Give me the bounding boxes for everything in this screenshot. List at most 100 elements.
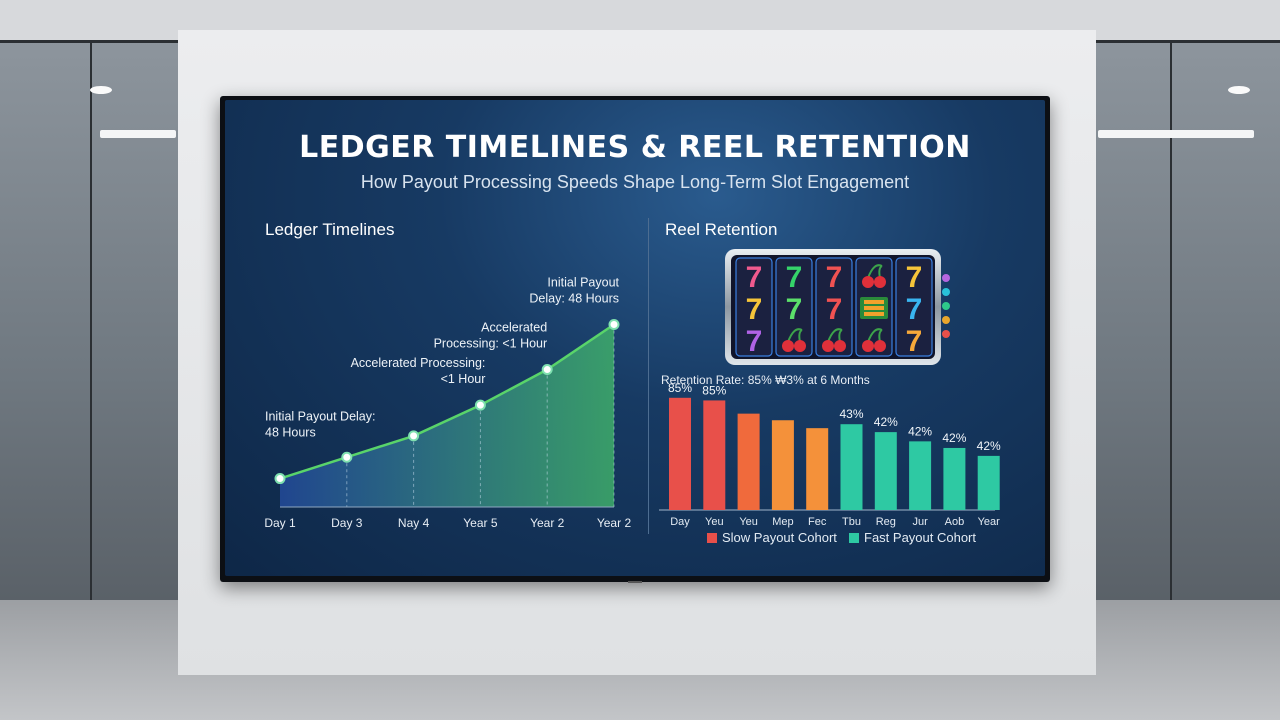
x-tick-label: Tbu <box>842 516 861 528</box>
reel <box>735 257 773 357</box>
x-tick-label: Yeu <box>739 516 758 528</box>
bar <box>669 397 691 510</box>
bar <box>840 424 863 510</box>
bar-value-label: 42% <box>942 431 966 445</box>
reel <box>815 257 853 357</box>
legend-swatch-fast <box>849 533 859 543</box>
cherry-icon <box>874 276 886 288</box>
tv-power-led <box>628 581 642 583</box>
legend-slow: Slow Payout Cohort <box>707 530 837 545</box>
legend-label-fast: Fast Payout Cohort <box>864 530 976 545</box>
slide-title: LEDGER TIMELINES & REEL RETENTION <box>299 130 971 165</box>
bar <box>703 400 726 510</box>
legend-label-slow: Slow Payout Cohort <box>722 530 837 545</box>
window-mullion <box>1170 40 1172 600</box>
x-tick-label: Yeu <box>705 516 724 528</box>
x-tick-label: Year 2 <box>530 516 565 530</box>
bar-value-label: 43% <box>839 407 863 421</box>
seven-icon: 7 <box>906 293 923 326</box>
seven-icon: 7 <box>826 261 843 294</box>
ceiling-light <box>100 130 176 138</box>
data-point <box>608 319 620 331</box>
slide-subtitle: How Payout Processing Speeds Shape Long-… <box>360 172 910 192</box>
area-fill <box>280 324 614 507</box>
seven-icon: 7 <box>746 293 763 326</box>
annotation-label: Accelerated <box>481 321 547 335</box>
seven-icon: 7 <box>746 325 763 358</box>
left-panel-title: Ledger Timelines <box>265 220 395 239</box>
data-point <box>274 473 286 485</box>
bar <box>977 455 1000 510</box>
bar-value-label: 42% <box>874 415 898 429</box>
x-tick-label: Aob <box>945 516 965 528</box>
legend-swatch-slow <box>707 533 717 543</box>
annotation-label: Initial Payout Delay: <box>265 410 375 424</box>
x-tick-label: Jur <box>912 516 928 528</box>
x-tick-label: Reg <box>876 516 896 528</box>
bar <box>806 428 829 510</box>
ceiling-spotlight <box>1228 86 1250 94</box>
x-tick-label: Day 3 <box>331 516 363 530</box>
data-point <box>341 451 353 463</box>
annotation-label: 48 Hours <box>265 426 316 440</box>
x-tick-label: Year 5 <box>463 516 498 530</box>
bar <box>771 420 794 510</box>
panel-divider <box>648 218 649 534</box>
window-frame <box>1096 40 1280 43</box>
seven-icon: 7 <box>786 261 803 294</box>
annotation-label: Processing: <1 Hour <box>434 337 548 351</box>
ceiling-light <box>1098 130 1254 138</box>
bar-chart-title: Retention Rate: 85% ₩3% at 6 Months <box>661 373 870 387</box>
annotation-label: <1 Hour <box>441 372 486 386</box>
seven-icon: 7 <box>826 293 843 326</box>
bar-value-label: 85% <box>702 383 726 397</box>
cherry-icon <box>782 340 794 352</box>
reel <box>775 257 813 357</box>
ledger-timeline-chart: Day 1 Day 3 Nay 4 Year 5 Year 2 Year 2 Initial… <box>264 276 632 530</box>
cherry-icon <box>794 340 806 352</box>
area-line <box>279 323 615 480</box>
x-tick-label: Day 1 <box>264 516 296 530</box>
cherry-icon <box>862 340 874 352</box>
right-panel-title: Reel Retention <box>665 220 778 239</box>
tv-screen: LEDGER TIMELINES & REEL RETENTION How Pa… <box>220 96 1050 582</box>
seven-icon: 7 <box>786 293 803 326</box>
cherry-icon <box>834 340 846 352</box>
legend-fast: Fast Payout Cohort <box>849 530 976 545</box>
cherry-icon <box>874 340 886 352</box>
data-point <box>408 430 420 442</box>
bar-value-label: 42% <box>977 439 1001 453</box>
bar <box>909 441 932 510</box>
x-tick-label: Year 2 <box>597 516 632 530</box>
x-tick-label: Day <box>670 516 690 528</box>
data-point <box>541 364 553 376</box>
x-tick-label: Mep <box>772 516 793 528</box>
bar-symbol-icon <box>864 300 884 304</box>
bar-value-label: 85% <box>668 381 692 395</box>
cherry-icon <box>862 276 874 288</box>
annotation-label: Accelerated Processing: <box>351 356 486 370</box>
annotation-label: Delay: 48 Hours <box>529 292 619 306</box>
bar <box>943 447 966 510</box>
cherry-icon <box>822 340 834 352</box>
bar-symbol-icon <box>864 312 884 316</box>
ceiling-spotlight <box>90 86 112 94</box>
glass-wall-left <box>0 40 178 600</box>
data-point <box>474 399 486 411</box>
seven-icon: 7 <box>906 325 923 358</box>
window-mullion <box>90 40 92 600</box>
reel <box>895 257 933 357</box>
seven-icon: 7 <box>746 261 763 294</box>
bar <box>874 432 897 510</box>
annotation-label: Initial Payout <box>547 276 619 290</box>
x-tick-label: Year <box>978 516 1001 528</box>
bar-value-label: 42% <box>908 424 932 438</box>
x-tick-label: Fec <box>808 516 827 528</box>
window-frame <box>0 40 178 43</box>
slide: LEDGER TIMELINES & REEL RETENTION How Pa… <box>225 100 1045 576</box>
bar <box>737 413 760 510</box>
x-tick-label: Nay 4 <box>398 516 430 530</box>
glass-wall-right <box>1096 40 1280 600</box>
